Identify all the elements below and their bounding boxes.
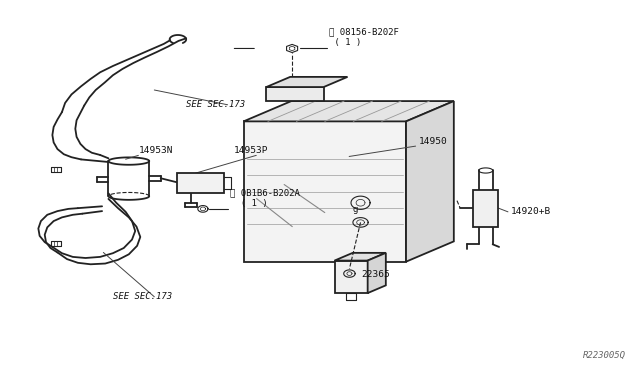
Text: Ⓡ 08156-B202F
 ( 1 ): Ⓡ 08156-B202F ( 1 ): [329, 27, 399, 46]
Polygon shape: [266, 77, 348, 87]
Text: 14920+B: 14920+B: [511, 207, 552, 217]
Polygon shape: [244, 121, 406, 262]
Polygon shape: [473, 190, 499, 227]
Text: 22365: 22365: [362, 270, 390, 279]
Polygon shape: [335, 253, 386, 260]
Text: 14953N: 14953N: [138, 147, 173, 155]
Text: Ⓡ 0B1B6-B202A
  ( 1 ): Ⓡ 0B1B6-B202A ( 1 ): [230, 188, 300, 208]
Polygon shape: [406, 101, 454, 262]
Polygon shape: [367, 253, 386, 293]
Polygon shape: [335, 260, 367, 293]
Text: SEE SEC.173: SEE SEC.173: [186, 100, 245, 109]
Text: g: g: [353, 205, 358, 214]
Polygon shape: [177, 173, 225, 193]
Text: R223005Q: R223005Q: [583, 350, 626, 359]
Polygon shape: [266, 87, 324, 101]
Text: SEE SEC.173: SEE SEC.173: [113, 292, 172, 301]
Polygon shape: [244, 101, 454, 121]
Text: 14953P: 14953P: [234, 147, 268, 155]
Text: 14950: 14950: [419, 137, 447, 146]
